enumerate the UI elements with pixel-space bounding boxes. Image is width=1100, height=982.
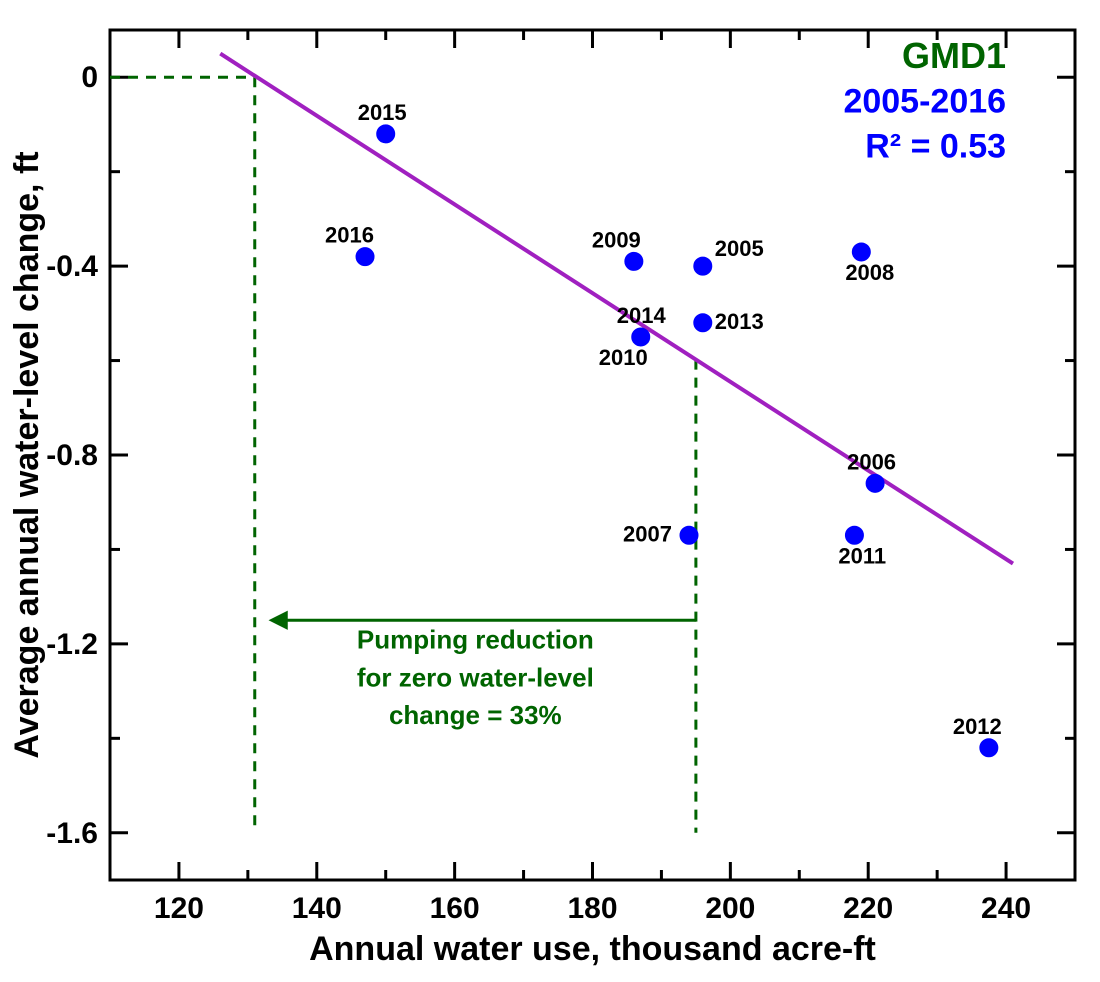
point-label: 2009 xyxy=(592,227,641,252)
point-label: 2010 xyxy=(599,345,648,370)
point-label: 2008 xyxy=(845,260,894,285)
chart-container: 120 140 160 180 200 220 240 0 -0.4 -0.8 -1.2 -1.6 An… xyxy=(0,0,1100,982)
point-label: 2016 xyxy=(325,223,374,248)
chart-title-r2: R² = 0.53 xyxy=(865,128,1006,166)
y-tick-label: 0 xyxy=(81,61,98,94)
y-tick-label: -0.8 xyxy=(46,439,98,472)
x-tick-label: 240 xyxy=(981,892,1031,925)
point-label: 2014 xyxy=(617,303,667,328)
data-point xyxy=(680,526,698,544)
data-point xyxy=(356,248,374,266)
point-label: 2013 xyxy=(715,309,764,334)
y-axis-label: Average annual water-level change, ft xyxy=(8,151,46,758)
x-tick-label: 160 xyxy=(430,892,480,925)
x-tick-label: 140 xyxy=(292,892,342,925)
x-axis-label: Annual water use, thousand acre-ft xyxy=(309,930,876,968)
y-tick-label: -0.4 xyxy=(46,250,98,283)
scatter-chart: 120 140 160 180 200 220 240 0 -0.4 -0.8 -1.2 -1.6 An… xyxy=(0,0,1100,982)
point-label: 2005 xyxy=(715,236,764,261)
point-label: 2012 xyxy=(953,714,1002,739)
x-tick-label: 220 xyxy=(843,892,893,925)
data-point xyxy=(852,243,870,261)
pumping-reduction-text: for zero water-level xyxy=(357,662,594,692)
chart-title-gmd1: GMD1 xyxy=(902,35,1006,76)
point-label: 2015 xyxy=(358,100,407,125)
data-point xyxy=(694,314,712,332)
data-point xyxy=(625,252,643,270)
pumping-reduction-text: change = 33% xyxy=(389,700,562,730)
data-point xyxy=(866,474,884,492)
data-point xyxy=(980,739,998,757)
x-tick-label: 200 xyxy=(705,892,755,925)
point-label: 2011 xyxy=(838,543,886,568)
x-tick-label: 180 xyxy=(567,892,617,925)
data-point xyxy=(845,526,863,544)
point-label: 2006 xyxy=(847,449,896,474)
pumping-reduction-text: Pumping reduction xyxy=(357,625,594,655)
chart-title-years: 2005-2016 xyxy=(843,83,1006,121)
y-tick-label: -1.6 xyxy=(46,817,98,850)
data-point xyxy=(377,125,395,143)
y-tick-label: -1.2 xyxy=(46,628,98,661)
point-label: 2007 xyxy=(623,521,672,546)
data-point xyxy=(694,257,712,275)
x-tick-label: 120 xyxy=(154,892,204,925)
data-point xyxy=(632,328,650,346)
